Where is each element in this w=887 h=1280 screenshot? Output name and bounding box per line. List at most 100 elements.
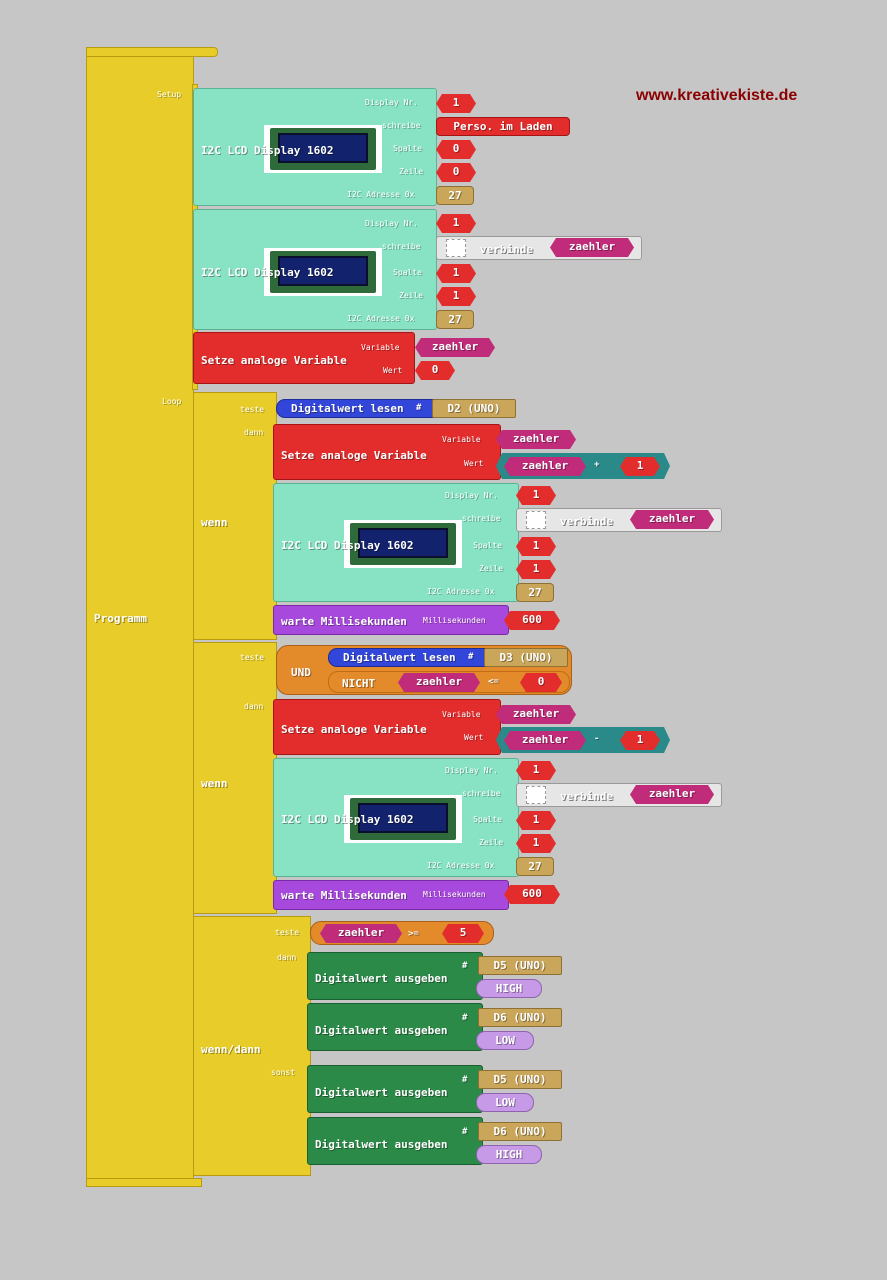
pin-select[interactable]: D6 (UNO) [478, 1008, 562, 1027]
lcd-block-1[interactable] [193, 88, 437, 206]
digital-write-block-2[interactable] [307, 1003, 483, 1051]
addr-value[interactable]: 27 [516, 857, 554, 876]
program-label: Programm [94, 612, 147, 625]
math-op: - [594, 734, 600, 744]
set-var-block[interactable] [193, 332, 415, 384]
level-select[interactable]: LOW [476, 1093, 534, 1112]
pin-select[interactable]: D5 (UNO) [478, 1070, 562, 1089]
display-value[interactable]: 1 [516, 761, 556, 780]
test-label: teste [275, 928, 300, 937]
var-zaehler[interactable]: zaehler [630, 785, 714, 804]
write-label: schreibe [382, 121, 421, 130]
row-value[interactable]: 1 [436, 287, 476, 306]
level-select[interactable]: LOW [476, 1031, 534, 1050]
pin-select[interactable]: D6 (UNO) [478, 1122, 562, 1141]
cmp-b[interactable]: 0 [520, 673, 562, 692]
col-value[interactable]: 1 [516, 537, 556, 556]
hash-label: # [416, 403, 422, 413]
if-else-block[interactable] [193, 916, 311, 1176]
hash-label: # [462, 1075, 468, 1085]
set-var-title: Setze analoge Variable [201, 354, 347, 367]
var-zaehler[interactable]: zaehler [630, 510, 714, 529]
lcd-block-2[interactable] [193, 209, 437, 330]
var-zaehler[interactable]: zaehler [415, 338, 495, 357]
display-value[interactable]: 1 [436, 94, 476, 113]
setup-label: Setup [157, 90, 182, 99]
lcd-image-icon [264, 125, 382, 173]
addr-label: I2C Adresse 0x [347, 190, 415, 199]
cmp-a[interactable]: zaehler [398, 673, 480, 692]
addr-value[interactable]: 27 [436, 186, 474, 205]
addr-value[interactable]: 27 [436, 310, 474, 329]
display-label: Display Nr. [365, 98, 418, 107]
pin-select[interactable]: D5 (UNO) [478, 956, 562, 975]
cmp-a[interactable]: zaehler [320, 924, 402, 943]
program-block-bottom [86, 1178, 202, 1187]
wait-label: Millisekunden [423, 616, 486, 625]
hash-label: # [468, 652, 474, 662]
digital-write-block-4[interactable] [307, 1117, 483, 1165]
wait-title: warte Millisekunden [281, 615, 407, 628]
row-label: Zeile [399, 167, 424, 176]
wait-value[interactable]: 600 [504, 885, 560, 904]
then-label: dann [277, 953, 297, 962]
math-b[interactable]: 1 [620, 457, 660, 476]
col-label: Spalte [393, 144, 422, 153]
row-value[interactable]: 1 [516, 834, 556, 853]
value-number[interactable]: 0 [415, 361, 455, 380]
var-zaehler[interactable]: zaehler [550, 238, 634, 257]
if-block-2[interactable] [193, 642, 277, 914]
col-label: Spalte [473, 815, 502, 824]
pin-select[interactable]: D2 (UNO) [432, 399, 516, 418]
set-var-block[interactable] [273, 699, 501, 755]
hash-label: # [462, 1127, 468, 1137]
col-label: Spalte [473, 541, 502, 550]
wait-block[interactable] [273, 880, 509, 910]
test-label: teste [240, 653, 265, 662]
hash-label: # [462, 1013, 468, 1023]
col-value[interactable]: 0 [436, 140, 476, 159]
digital-write-title: Digitalwert ausgeben [315, 1024, 448, 1037]
value-label: Wert [464, 459, 484, 468]
col-value[interactable]: 1 [516, 811, 556, 830]
wait-label: Millisekunden [423, 890, 486, 899]
row-value[interactable]: 1 [516, 560, 556, 579]
lcd-title: I2C LCD Display 1602 [281, 539, 414, 552]
display-value[interactable]: 1 [436, 214, 476, 233]
else-label: sonst [271, 1068, 296, 1077]
display-label: Display Nr. [445, 766, 498, 775]
join-slot [446, 239, 466, 257]
cmp-b[interactable]: 5 [442, 924, 484, 943]
variable-label: Variable [442, 435, 481, 444]
var-zaehler[interactable]: zaehler [496, 705, 576, 724]
math-a[interactable]: zaehler [504, 457, 586, 476]
math-a[interactable]: zaehler [504, 731, 586, 750]
math-b[interactable]: 1 [620, 731, 660, 750]
row-label: Zeile [479, 838, 504, 847]
wait-value[interactable]: 600 [504, 611, 560, 630]
digital-read-block[interactable]: Digitalwert lesen [276, 399, 436, 418]
write-text[interactable]: Perso. im Laden [436, 117, 570, 136]
level-select[interactable]: HIGH [476, 979, 542, 998]
digital-write-block-1[interactable] [307, 952, 483, 1000]
col-value[interactable]: 1 [436, 264, 476, 283]
display-value[interactable]: 1 [516, 486, 556, 505]
digital-read-block[interactable]: Digitalwert lesen [328, 648, 488, 667]
addr-value[interactable]: 27 [516, 583, 554, 602]
program-block[interactable] [86, 47, 194, 1187]
set-var-block[interactable] [273, 424, 501, 480]
level-select[interactable]: HIGH [476, 1145, 542, 1164]
program-block-top [86, 47, 218, 57]
join-label: verbinde [560, 790, 613, 803]
var-zaehler[interactable]: zaehler [496, 430, 576, 449]
wait-block[interactable] [273, 605, 509, 635]
pin-select[interactable]: D3 (UNO) [484, 648, 568, 667]
variable-label: Variable [361, 343, 400, 352]
row-value[interactable]: 0 [436, 163, 476, 182]
digital-write-title: Digitalwert ausgeben [315, 972, 448, 985]
display-label: Display Nr. [365, 219, 418, 228]
digital-write-title: Digitalwert ausgeben [315, 1138, 448, 1151]
lcd-title: I2C LCD Display 1602 [201, 144, 334, 157]
value-label: Wert [464, 733, 484, 742]
digital-write-block-3[interactable] [307, 1065, 483, 1113]
